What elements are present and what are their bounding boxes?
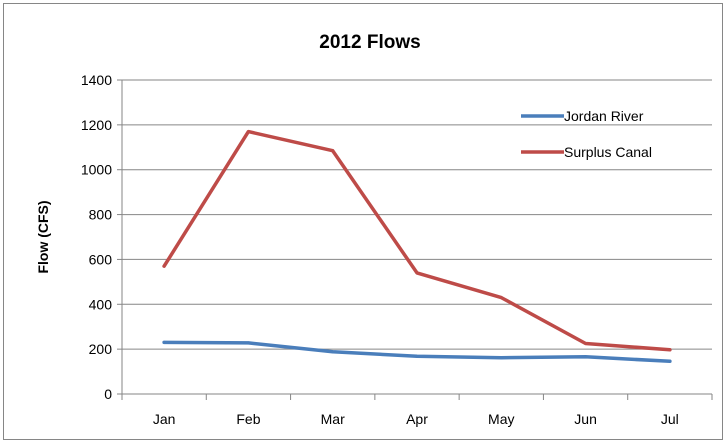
x-tick-label: Jan xyxy=(153,411,176,427)
y-tick-label: 1200 xyxy=(81,117,112,133)
y-tick-label: 0 xyxy=(104,386,112,402)
axes xyxy=(121,80,712,395)
x-tick-label: Jun xyxy=(574,411,597,427)
y-axis-label: Flow (CFS) xyxy=(35,200,51,273)
legend: Jordan River Surplus Canal xyxy=(521,108,652,160)
data-point-jordan-river xyxy=(246,341,250,345)
x-tick-label: Feb xyxy=(236,411,260,427)
y-tick-label: 200 xyxy=(89,341,113,357)
data-point-jordan-river xyxy=(162,340,166,344)
x-tick-label: Jul xyxy=(661,411,679,427)
data-point-jordan-river xyxy=(668,359,672,363)
data-point-jordan-river xyxy=(331,350,335,354)
y-tick-label: 800 xyxy=(89,207,113,223)
x-tick-label: May xyxy=(488,411,514,427)
chart-title: 2012 Flows xyxy=(319,32,420,53)
data-point-surplus-canal xyxy=(584,342,588,346)
x-tick-label: Mar xyxy=(321,411,345,427)
data-point-surplus-canal xyxy=(162,264,166,268)
x-axis-ticks: Jan Feb Mar Apr May Jun Jul xyxy=(121,394,713,427)
data-point-jordan-river xyxy=(499,356,503,360)
y-tick-label: 1000 xyxy=(81,162,112,178)
data-point-jordan-river xyxy=(584,355,588,359)
data-point-surplus-canal xyxy=(668,348,672,352)
legend-label-jordan-river: Jordan River xyxy=(564,108,644,124)
x-tick-label: Apr xyxy=(406,411,428,427)
y-tick-label: 1400 xyxy=(81,72,112,88)
series-lines xyxy=(162,129,672,364)
data-point-surplus-canal xyxy=(415,271,419,275)
y-tick-label: 400 xyxy=(89,296,113,312)
legend-label-surplus-canal: Surplus Canal xyxy=(564,144,652,160)
gridlines xyxy=(122,79,712,350)
data-point-surplus-canal xyxy=(331,149,335,153)
data-point-surplus-canal xyxy=(246,130,250,134)
data-point-surplus-canal xyxy=(499,296,503,300)
chart-border xyxy=(3,3,723,440)
y-tick-label: 600 xyxy=(89,251,113,267)
y-axis-ticks: 0 200 400 600 800 1000 1200 1400 xyxy=(81,72,122,402)
data-point-jordan-river xyxy=(415,354,419,358)
